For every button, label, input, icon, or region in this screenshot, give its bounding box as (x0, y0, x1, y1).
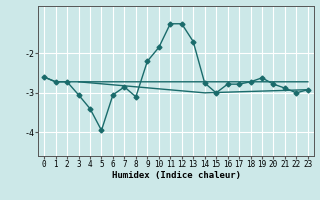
X-axis label: Humidex (Indice chaleur): Humidex (Indice chaleur) (111, 171, 241, 180)
